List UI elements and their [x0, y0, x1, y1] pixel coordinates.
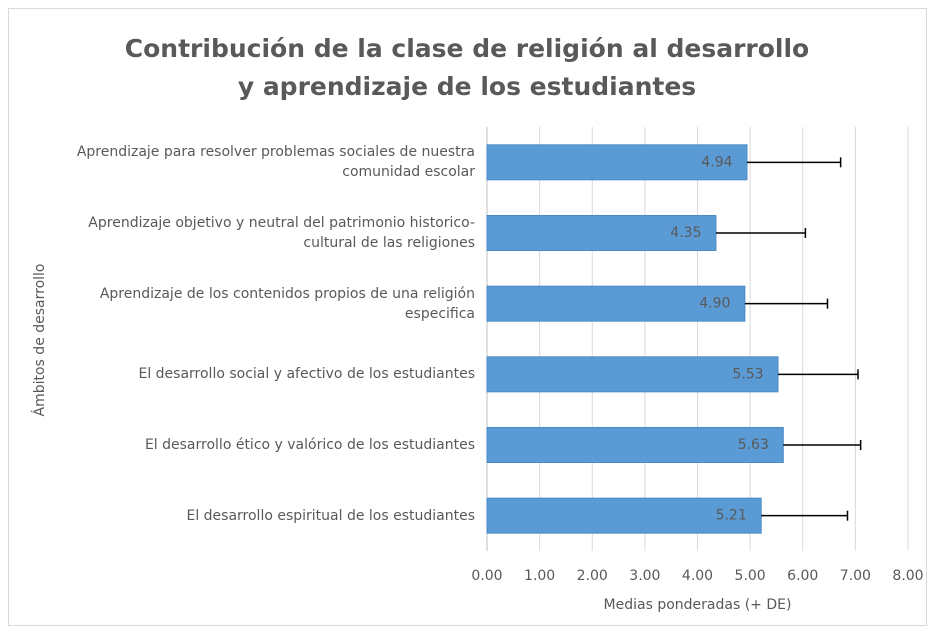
x-tick-label: 4.00 — [682, 568, 713, 584]
y-tick-label-box: El desarrollo ético y valórico de los es… — [144, 437, 475, 453]
x-tick-label: 0.00 — [471, 568, 502, 584]
error-bar — [715, 228, 807, 238]
error-bar — [778, 369, 859, 380]
x-tick-label: 2.00 — [577, 568, 608, 584]
x-tick-label: 7.00 — [840, 568, 871, 584]
bar — [486, 356, 779, 393]
error-bar — [746, 157, 842, 168]
x-tick-label: 8.00 — [892, 568, 923, 584]
value-label: 4.35 — [670, 225, 701, 241]
bar — [486, 285, 746, 322]
y-tick-label-box: El desarrollo social y afectivo de los e… — [138, 366, 475, 383]
y-tick-label-box: El desarrollo espiritual de los estudian… — [186, 507, 475, 524]
chart-border — [8, 8, 927, 626]
y-tick-label-box: Aprendizaje de los contenidos propios de… — [99, 285, 475, 322]
y-tick-label: El desarrollo espiritual de los estudian… — [186, 507, 475, 524]
value-label: 5.21 — [716, 508, 747, 524]
x-axis-title: Medias ponderadas (+ DE) — [604, 597, 792, 613]
y-tick-label: Aprendizaje de los contenidos propios de… — [99, 285, 475, 322]
bar — [486, 427, 784, 463]
bar — [486, 215, 717, 251]
value-label: 5.63 — [738, 437, 769, 453]
x-tick-label: 5.00 — [735, 568, 766, 584]
y-tick-label: El desarrollo social y afectivo de los e… — [138, 366, 475, 383]
x-tick-label: 6.00 — [787, 568, 818, 584]
y-tick-label-box: Aprendizaje objetivo y neutral del patri… — [88, 215, 475, 251]
bar — [486, 144, 748, 181]
y-tick-label: Aprendizaje objetivo y neutral del patri… — [88, 215, 475, 251]
chart-title: Contribución de la clase de religión al … — [124, 34, 810, 101]
error-bar — [761, 510, 849, 521]
value-label: 4.94 — [701, 154, 732, 170]
x-tick-label: 1.00 — [524, 568, 555, 584]
x-tick-label: 3.00 — [629, 568, 660, 584]
value-label: 5.53 — [732, 366, 763, 382]
y-tick-label: El desarrollo ético y valórico de los es… — [144, 437, 475, 453]
y-tick-label-box: Aprendizaje para resolver problemas soci… — [76, 144, 475, 181]
bar — [486, 497, 762, 534]
y-tick-label: Aprendizaje para resolver problemas soci… — [76, 144, 475, 181]
value-label: 4.90 — [699, 296, 730, 312]
y-axis-title: Ámbitos de desarrollo — [31, 264, 48, 417]
error-bar — [783, 440, 862, 450]
error-bar — [744, 298, 829, 309]
